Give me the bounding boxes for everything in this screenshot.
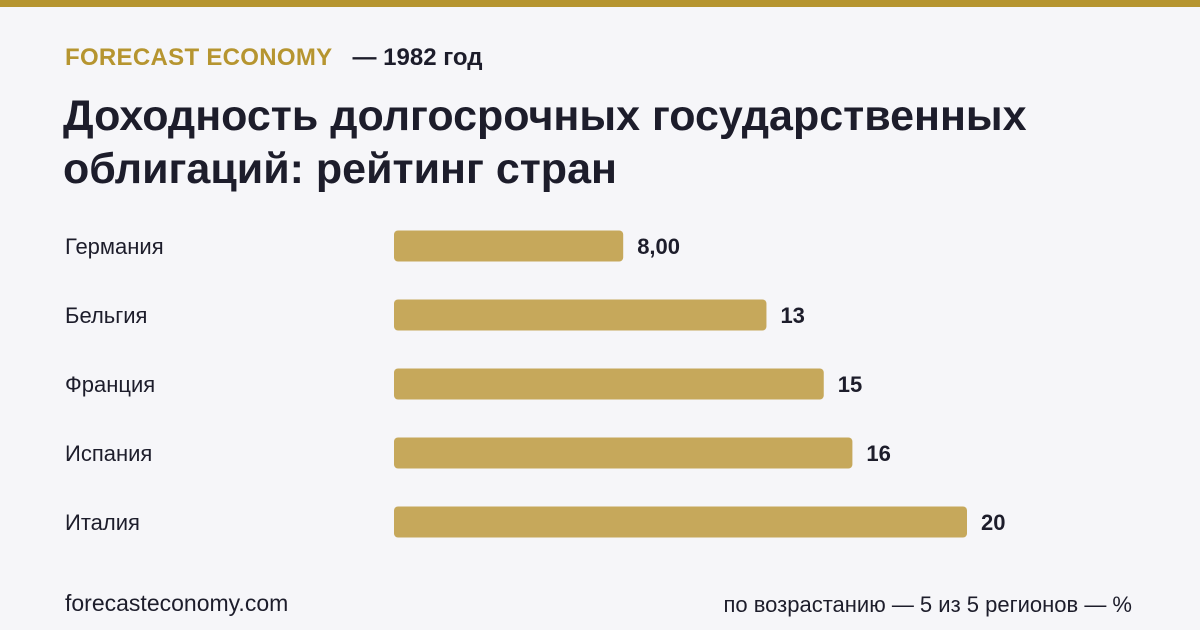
- value-label: 13: [780, 303, 804, 328]
- bar[interactable]: [394, 299, 767, 331]
- bar[interactable]: [394, 437, 853, 469]
- value-label: 8,00: [637, 234, 680, 259]
- chart-title: Доходность долгосрочных государственных …: [63, 92, 1027, 193]
- bar[interactable]: [394, 506, 967, 538]
- top-accent-bar: [0, 0, 1200, 7]
- category-label: Германия: [65, 234, 164, 259]
- brand-name[interactable]: FORECAST ECONOMY: [65, 44, 333, 71]
- category-label: Италия: [65, 510, 140, 535]
- year-label: — 1982 год: [352, 44, 483, 71]
- category-label: Бельгия: [65, 303, 147, 328]
- value-label: 20: [981, 510, 1005, 535]
- bar[interactable]: [394, 230, 624, 262]
- category-label: Франция: [65, 372, 155, 397]
- value-label: 16: [866, 441, 890, 466]
- value-label: 15: [838, 372, 862, 397]
- bar[interactable]: [394, 368, 824, 400]
- footer-site-link[interactable]: forecasteconomy.com: [65, 590, 289, 616]
- header: FORECAST ECONOMY — 1982 год: [65, 44, 482, 72]
- category-label: Испания: [65, 441, 152, 466]
- footer-note: по возрастанию — 5 из 5 регионов — %: [723, 592, 1132, 617]
